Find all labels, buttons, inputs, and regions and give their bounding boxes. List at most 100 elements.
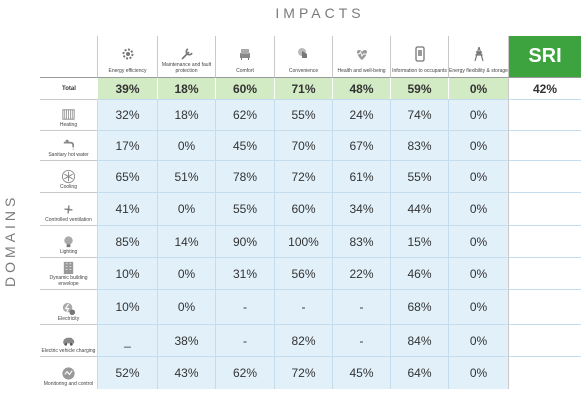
table-cell: 90% — [215, 225, 274, 257]
domains-title: DOMAINS — [2, 193, 18, 287]
snowflake-icon — [61, 169, 76, 184]
column-header-label: Maintenance and fault protection — [161, 62, 212, 74]
table-cell: 14% — [157, 225, 215, 257]
domain-label-text: Lighting — [59, 249, 78, 255]
table-cell: 31% — [215, 257, 274, 289]
column-header-label: Convenience — [288, 68, 319, 74]
sri-header: SRI — [508, 36, 581, 78]
domain-label-text: Electric vehicle charging — [41, 348, 96, 354]
total-value: 48% — [332, 78, 390, 99]
table-cell: 72% — [274, 160, 332, 192]
sri-table: Energy efficiency Maintenance and fault p… — [40, 36, 581, 389]
column-header-label: Information to occupants — [392, 68, 447, 74]
table-cell: 62% — [215, 356, 274, 389]
domain-label-text: Dynamic building envelope — [49, 275, 88, 287]
table-cell: 85% — [97, 225, 157, 257]
sri-column-cell — [508, 257, 581, 289]
table-cell: 0% — [157, 192, 215, 225]
table-cell: - — [332, 324, 390, 356]
phone-info-icon — [414, 46, 425, 62]
table-cell: 43% — [157, 356, 215, 389]
table-cell: 100% — [274, 225, 332, 257]
table-cell: 44% — [390, 192, 448, 225]
sri-column-cell — [508, 324, 581, 356]
total-value: 71% — [274, 78, 332, 99]
table-cell: 56% — [274, 257, 332, 289]
table-cell: 82% — [274, 324, 332, 356]
table-cell: 0% — [157, 130, 215, 160]
domain-label: Cooling — [40, 160, 97, 192]
wrench-icon — [180, 48, 193, 60]
table-cell: 0% — [448, 289, 508, 324]
domain-label: Heating — [40, 99, 97, 130]
monitor-icon — [62, 367, 75, 380]
column-header: Health and well-being — [332, 36, 390, 78]
table-cell: - — [215, 324, 274, 356]
table-cell: 0% — [448, 324, 508, 356]
fan-icon — [64, 205, 73, 214]
total-value: 18% — [157, 78, 215, 99]
table-cell: 55% — [390, 160, 448, 192]
table-cell: 34% — [332, 192, 390, 225]
table-cell: 0% — [448, 130, 508, 160]
sri-column-cell — [508, 160, 581, 192]
sri-column-cell — [508, 99, 581, 130]
table-cell: 0% — [448, 257, 508, 289]
column-header-label: Energy flexibility & storage — [449, 68, 508, 74]
radiator-icon — [62, 109, 75, 120]
table-cell: 15% — [390, 225, 448, 257]
heartbeat-icon — [355, 50, 368, 60]
table-cell: _ — [97, 324, 157, 356]
domain-label: Electric vehicle charging — [40, 324, 97, 356]
total-value: 60% — [215, 78, 274, 99]
column-header: Information to occupants — [390, 36, 448, 78]
hand-pointer-icon — [297, 48, 307, 58]
table-cell: 46% — [390, 257, 448, 289]
table-cell: 60% — [274, 192, 332, 225]
table-cell: 0% — [448, 356, 508, 389]
impacts-title: IMPACTS — [275, 5, 365, 21]
table-cell: 45% — [215, 130, 274, 160]
column-header: Energy efficiency — [97, 36, 157, 78]
table-cell: 83% — [390, 130, 448, 160]
table-cell: 83% — [332, 225, 390, 257]
table-cell: 0% — [448, 160, 508, 192]
table-cell: 67% — [332, 130, 390, 160]
table-cell: 64% — [390, 356, 448, 389]
table-cell: 74% — [390, 99, 448, 130]
total-value: 59% — [390, 78, 448, 99]
domain-label: Monitoring and control — [40, 356, 97, 389]
table-cell: 45% — [332, 356, 390, 389]
domain-label-text: Sanitary hot water — [48, 152, 89, 158]
table-cell: 55% — [274, 99, 332, 130]
table-cell: 10% — [97, 257, 157, 289]
domain-label-text: Monitoring and control — [43, 381, 94, 387]
bulb-icon — [64, 236, 73, 248]
table-cell: 22% — [332, 257, 390, 289]
domain-label-text: Heating — [59, 122, 78, 128]
table-cell: 52% — [97, 356, 157, 389]
table-cell: 51% — [157, 160, 215, 192]
table-cell: 38% — [157, 324, 215, 356]
table-cell: 0% — [448, 225, 508, 257]
sri-total-value: 42% — [508, 78, 581, 99]
car-icon — [62, 337, 75, 346]
column-header: Comfort — [215, 36, 274, 78]
table-cell: 65% — [97, 160, 157, 192]
table-cell: 24% — [332, 99, 390, 130]
column-header-label: Energy efficiency — [108, 68, 147, 74]
table-cell: 78% — [215, 160, 274, 192]
table-cell: 10% — [97, 289, 157, 324]
armchair-icon — [240, 49, 250, 60]
domain-label: Sanitary hot water — [40, 130, 97, 160]
total-value: 39% — [97, 78, 157, 99]
pylon-icon — [473, 46, 484, 62]
table-cell: 0% — [448, 99, 508, 130]
table-cell: - — [215, 289, 274, 324]
domain-label-text: Controlled ventilation — [45, 217, 92, 223]
table-cell: 68% — [390, 289, 448, 324]
table-corner — [40, 36, 97, 78]
total-value: 0% — [448, 78, 508, 99]
table-cell: 18% — [157, 99, 215, 130]
faucet-icon — [63, 139, 75, 151]
